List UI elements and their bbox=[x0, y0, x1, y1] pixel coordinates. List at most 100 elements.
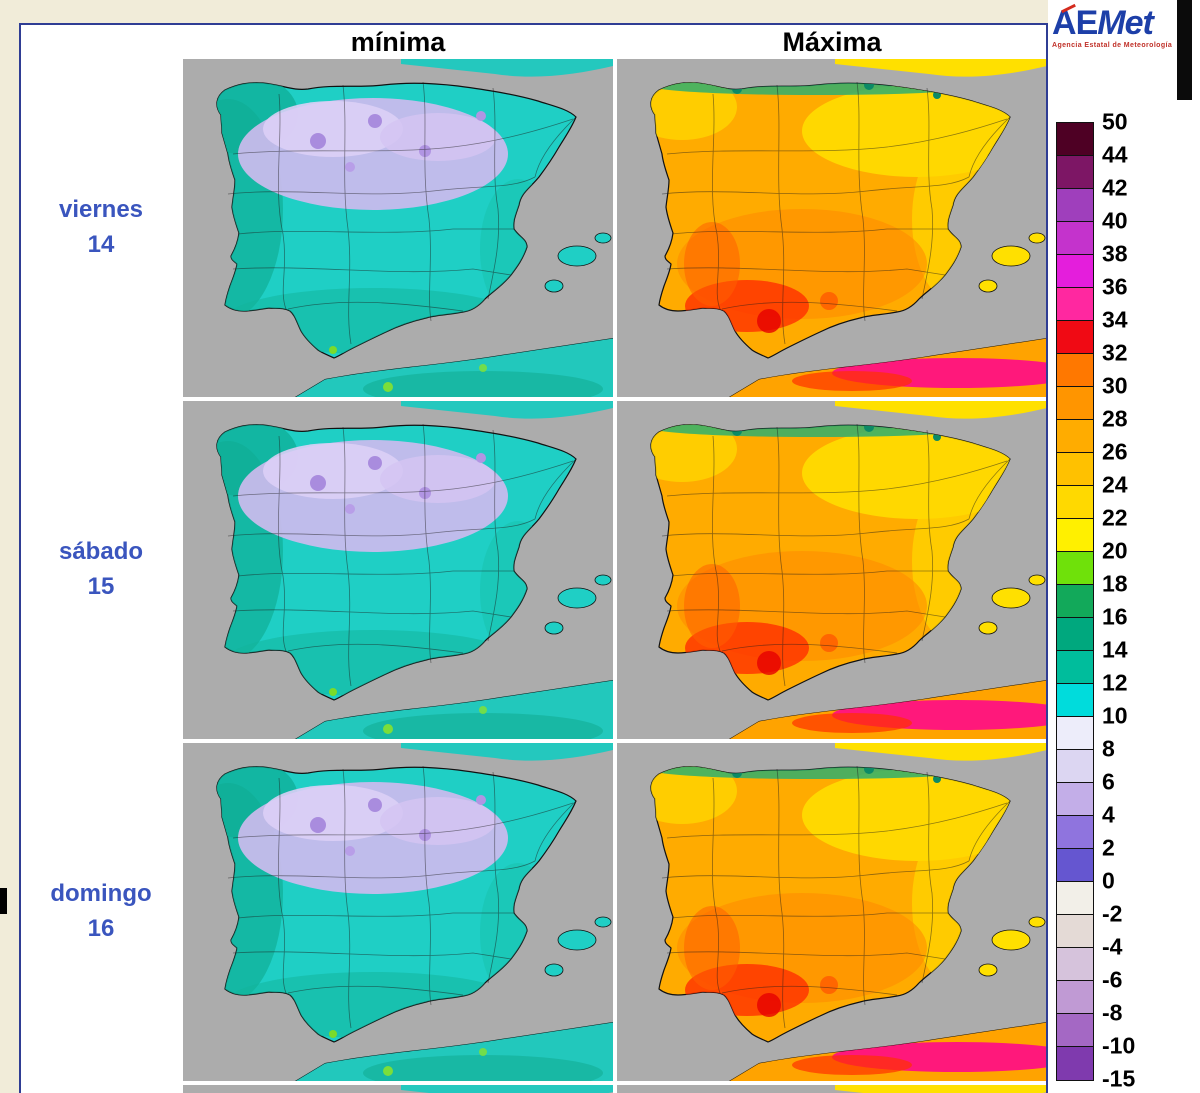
min-temperature-map bbox=[183, 1085, 613, 1093]
day-number: 14 bbox=[87, 231, 115, 258]
max-temperature-map bbox=[617, 401, 1047, 739]
legend-value-label: 38 bbox=[1102, 240, 1128, 267]
logo-letter-a: A bbox=[1052, 4, 1077, 42]
max-temperature-map bbox=[617, 743, 1047, 1081]
legend-color-cell bbox=[1057, 387, 1093, 420]
legend-value-label: 30 bbox=[1102, 372, 1128, 399]
column-headers: mínima Máxima bbox=[21, 25, 1046, 59]
map-cell-max-sabado bbox=[617, 401, 1047, 739]
legend-color-cell bbox=[1057, 783, 1093, 816]
day-number: 15 bbox=[87, 573, 115, 600]
legend-color-cell bbox=[1057, 123, 1093, 156]
map-cell-max-viernes bbox=[617, 59, 1047, 397]
legend-color-cell bbox=[1057, 750, 1093, 783]
legend-color-cell bbox=[1057, 453, 1093, 486]
legend-color-cell bbox=[1057, 1047, 1093, 1080]
legend-color-cell bbox=[1057, 717, 1093, 750]
legend-color-cell bbox=[1057, 156, 1093, 189]
day-label-viernes: viernes 14 bbox=[21, 59, 181, 397]
legend-color-cell bbox=[1057, 585, 1093, 618]
legend-value-label: -8 bbox=[1102, 999, 1123, 1026]
max-temperature-map bbox=[617, 59, 1047, 397]
min-temperature-map bbox=[183, 401, 613, 739]
legend-color-cell bbox=[1057, 486, 1093, 519]
map-cell-min-domingo bbox=[183, 743, 613, 1081]
legend-value-label: 12 bbox=[1102, 669, 1128, 696]
legend-value-label: -2 bbox=[1102, 900, 1123, 927]
legend-cells bbox=[1056, 122, 1094, 1081]
legend-color-cell bbox=[1057, 552, 1093, 585]
forecast-row-domingo: domingo 16 bbox=[21, 743, 1046, 1081]
aemet-logo-caption: Agencia Estatal de Meteorología bbox=[1052, 42, 1173, 49]
legend-value-label: -15 bbox=[1102, 1065, 1136, 1092]
legend-value-label: 40 bbox=[1102, 207, 1128, 234]
min-temperature-map bbox=[183, 59, 613, 397]
legend-value-label: 44 bbox=[1102, 141, 1128, 168]
legend-labels: 50 44 42 40 38 36 34 32 30 28 26 24 22 20 18 16 14 12 10 8 6… bbox=[1102, 109, 1172, 1092]
left-edge-mark bbox=[0, 888, 7, 914]
legend-value-label: -6 bbox=[1102, 966, 1123, 993]
legend-value-label: 14 bbox=[1102, 636, 1128, 663]
logo-letter-e: E bbox=[1075, 4, 1099, 42]
day-name: sábado bbox=[58, 538, 144, 566]
legend-color-cell bbox=[1057, 288, 1093, 321]
legend-value-label: 22 bbox=[1102, 504, 1128, 531]
legend-value-label: 0 bbox=[1102, 867, 1115, 894]
legend-value-label: 42 bbox=[1102, 174, 1128, 201]
legend-value-label: 6 bbox=[1102, 768, 1115, 795]
legend-value-label: 18 bbox=[1102, 570, 1128, 597]
map-cell-min-partial bbox=[183, 1085, 613, 1093]
legend-value-label: 36 bbox=[1102, 273, 1128, 300]
legend-color-cell bbox=[1057, 849, 1093, 882]
day-label-partial bbox=[21, 1085, 181, 1093]
legend-color-cell bbox=[1057, 519, 1093, 552]
day-label-domingo: domingo 16 bbox=[21, 743, 181, 1081]
day-number: 16 bbox=[87, 915, 115, 942]
legend-color-cell bbox=[1057, 420, 1093, 453]
day-name: domingo bbox=[50, 880, 152, 908]
legend-value-label: 34 bbox=[1102, 306, 1128, 333]
legend-value-label: 32 bbox=[1102, 339, 1128, 366]
map-cell-min-sabado bbox=[183, 401, 613, 739]
forecast-row-viernes: viernes 14 bbox=[21, 59, 1046, 397]
forecast-row-partial bbox=[21, 1085, 1046, 1093]
legend-value-label: 2 bbox=[1102, 834, 1115, 861]
logo-met: Met bbox=[1097, 4, 1154, 42]
legend-value-label: 16 bbox=[1102, 603, 1128, 630]
legend-value-label: 28 bbox=[1102, 405, 1128, 432]
legend-color-cell bbox=[1057, 948, 1093, 981]
aemet-logo: AEMet Agencia Estatal de Meteorología bbox=[1052, 6, 1178, 49]
aemet-logo-text: AEMet bbox=[1052, 6, 1178, 40]
min-temperature-map bbox=[183, 743, 613, 1081]
legend-color-cell bbox=[1057, 189, 1093, 222]
legend-color-cell bbox=[1057, 354, 1093, 387]
legend-value-label: 50 bbox=[1102, 108, 1128, 135]
map-cell-max-domingo bbox=[617, 743, 1047, 1081]
legend-color-cell bbox=[1057, 882, 1093, 915]
legend-value-label: 4 bbox=[1102, 801, 1115, 828]
forecast-map-frame: mínima Máxima viernes 14 sábado 15 domin… bbox=[19, 23, 1048, 1093]
max-temperature-map bbox=[617, 1085, 1047, 1093]
legend-color-cell bbox=[1057, 915, 1093, 948]
legend-value-label: 24 bbox=[1102, 471, 1128, 498]
map-cell-min-viernes bbox=[183, 59, 613, 397]
min-column-header: mínima bbox=[350, 27, 446, 57]
legend-value-label: 26 bbox=[1102, 438, 1128, 465]
map-cell-max-partial bbox=[617, 1085, 1047, 1093]
legend-color-cell bbox=[1057, 618, 1093, 651]
day-name: viernes bbox=[58, 196, 144, 224]
max-column-header: Máxima bbox=[782, 27, 882, 57]
day-label-sabado: sábado 15 bbox=[21, 401, 181, 739]
legend-color-cell bbox=[1057, 981, 1093, 1014]
legend-color-cell bbox=[1057, 684, 1093, 717]
legend-value-label: 10 bbox=[1102, 702, 1128, 729]
black-edge-bar bbox=[1177, 0, 1192, 100]
legend-color-cell bbox=[1057, 321, 1093, 354]
legend-value-label: -4 bbox=[1102, 933, 1123, 960]
legend-color-cell bbox=[1057, 816, 1093, 849]
legend-color-cell bbox=[1057, 255, 1093, 288]
legend-color-cell bbox=[1057, 1014, 1093, 1047]
legend-value-label: -10 bbox=[1102, 1032, 1136, 1059]
legend-color-cell bbox=[1057, 651, 1093, 684]
